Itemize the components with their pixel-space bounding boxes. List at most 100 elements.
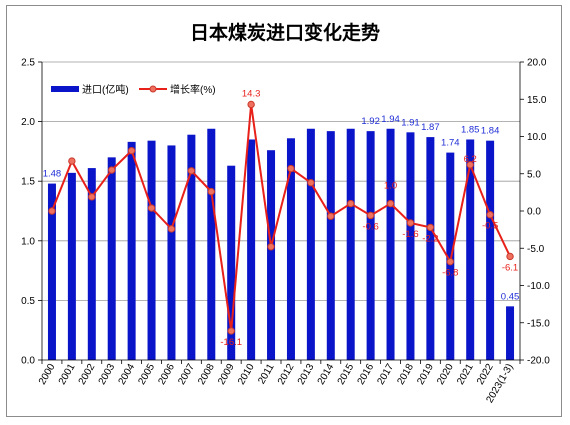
line-point [466,161,474,169]
bar [127,141,136,360]
bar [346,128,355,360]
bar [107,157,116,360]
legend: 进口(亿吨) 增长率(%) [51,83,216,96]
bar-data-label: 0.45 [501,291,520,302]
bar [306,128,315,360]
legend-line-marker [149,85,157,93]
bar-data-label: 1.84 [481,126,500,137]
x-tick-label: 2000 [37,362,58,387]
legend-bar-label: 进口(亿吨) [82,83,129,96]
line-point [187,167,196,175]
right-tick-label: 10.0 [527,132,547,143]
bar [87,168,96,360]
legend-line-label: 增长率(%) [170,83,216,96]
bar [426,137,435,360]
line-point [227,327,235,335]
bar [466,139,475,360]
left-tick-label: 1.0 [21,236,35,247]
left-tick-label: 2.0 [21,117,35,128]
right-tick-label: 5.0 [527,169,541,180]
line-point [366,211,375,220]
x-tick-label: 2021 [455,362,476,387]
x-tick-label: 2010 [236,362,257,387]
right-tick-label: 0.0 [527,207,541,218]
line-data-label: -0.5 [482,221,498,232]
x-tick-label: 2014 [316,362,337,387]
x-tick-label: 2002 [77,362,98,387]
data-labels: 1.48 1.92 1.94 1.91 1.871.741.85 1.84 0.45 -16.… [43,88,520,347]
line-point [147,204,156,212]
x-tick-label: 2005 [136,362,157,387]
bar-data-label: 1.91 [401,117,420,128]
right-tick-label: 20.0 [527,58,547,69]
left-tick-label: 2.5 [21,58,35,69]
bar [486,140,495,360]
line-point [127,146,136,155]
left-tick-label: 1.5 [21,177,35,188]
bar [247,139,256,360]
right-tick-label: 15.0 [527,95,547,106]
line-data-label: 1.0 [384,181,397,192]
left-tick-label: 0.5 [21,296,35,307]
line-point [108,166,116,174]
line-point [406,219,415,227]
bar [47,183,56,360]
chart-frame: 日本煤炭进口变化走势 0.0 0.5 1.0 1.5 2.0 2.5 -20.0 -15.0 -… [6,5,562,417]
line-data-label: 14.3 [242,88,261,99]
gridlines [42,61,520,301]
line-point [167,225,176,233]
x-tick-label: 2008 [196,362,217,387]
line-data-label: -16.1 [220,337,242,348]
line-data-label: -6.1 [502,262,518,273]
right-tick-label: -5.0 [527,244,545,255]
growth-line [51,104,511,332]
line-data-label: -1.6 [402,229,418,240]
x-tick-label: 2013 [296,362,317,387]
bar [227,165,236,360]
line-point [48,207,56,215]
line-point [287,164,295,173]
line-point [506,252,514,261]
line-point [426,223,435,232]
line-point [446,257,454,266]
bar [187,134,196,360]
line-data-label: -2.2 [422,233,438,244]
line-point [386,199,395,208]
legend-bar-swatch [51,86,79,92]
x-tick-label: 2019 [415,362,436,387]
x-tick-label: 2020 [435,362,456,387]
bar [446,152,455,360]
x-tick-label: 2007 [176,362,197,387]
right-tick-label: -10.0 [527,281,550,292]
x-tick-label: 2016 [356,362,377,387]
bar [167,145,176,360]
right-tick-label: -20.0 [527,356,550,367]
chart-title: 日本煤炭进口变化走势 [190,21,380,44]
line-point [88,193,96,201]
bar-data-label: 1.94 [381,114,400,125]
left-tick-label: 0.0 [21,356,35,367]
x-tick-label: 2009 [216,362,237,387]
x-tick-label: 2011 [256,362,276,387]
line-point [486,211,494,219]
line-point [247,100,255,109]
bar [326,131,335,360]
line-data-label: -0.6 [362,221,378,232]
line-data-label: -6.8 [442,268,458,279]
x-tick-label: 2018 [395,362,416,387]
line-point [267,243,275,251]
x-tick-label: 2022 [475,362,496,387]
bar [286,138,295,360]
line-point [207,187,215,196]
bar [386,128,395,360]
x-tick-label: 2006 [156,362,177,387]
bar [267,150,276,360]
x-tick-label: 2015 [336,362,357,387]
bar [506,306,515,360]
bar-data-label: 1.48 [43,169,62,180]
bar [406,132,415,360]
line-point [327,212,335,220]
bar [207,128,216,360]
x-tick-label: 2012 [276,362,297,387]
x-tick-label: 2004 [117,362,138,387]
